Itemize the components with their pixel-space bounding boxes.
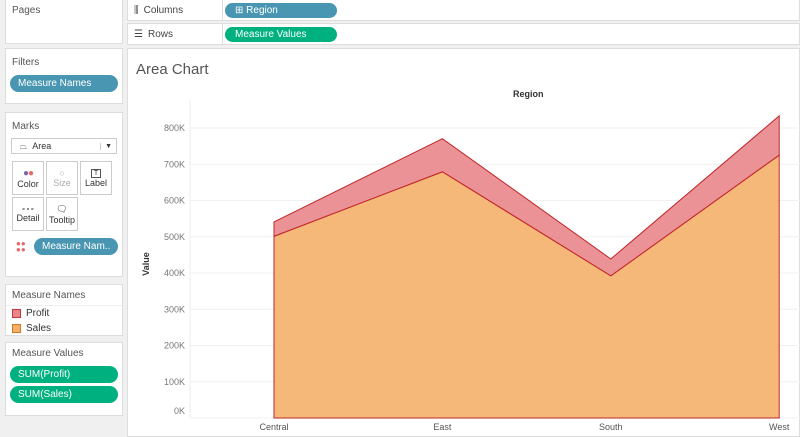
pages-title: Pages xyxy=(12,5,41,16)
label-icon: T xyxy=(90,168,102,178)
color-pill-measure-names[interactable]: Measure Nam.. xyxy=(34,238,118,255)
marks-card: Marks ⏢ Area ▼ ●● Color ○ Size T Label ∘∘∘ Det… xyxy=(5,112,123,277)
label-button[interactable]: T Label xyxy=(80,161,112,195)
chart-title: Area Chart xyxy=(136,61,209,78)
legend-item-profit[interactable]: Profit xyxy=(6,306,122,321)
y-axis-title: Value xyxy=(140,252,151,276)
pill-sum-profit[interactable]: SUM(Profit) xyxy=(10,366,118,383)
size-icon: ○ xyxy=(59,168,65,178)
rows-shelf[interactable]: ☰ Rows Measure Values xyxy=(127,23,800,45)
marks-title: Marks xyxy=(12,121,40,132)
filters-card: Filters Measure Names xyxy=(5,48,123,104)
columns-icon: ⫼ xyxy=(134,4,139,16)
pages-card: Pages xyxy=(5,0,123,44)
legend-item-sales[interactable]: Sales xyxy=(6,321,122,336)
mark-type-value: Area xyxy=(32,141,52,151)
detail-icon: ∘∘∘ xyxy=(21,206,35,213)
measure-values-title: Measure Values xyxy=(12,348,84,359)
legend-title: Measure Names xyxy=(6,285,122,306)
measure-values-card: Measure Values SUM(Profit) SUM(Sales) xyxy=(5,342,123,416)
color-icon: ●● ●● xyxy=(16,238,26,254)
chart-area: Area Chart Region Value xyxy=(127,48,800,437)
pill-sum-sales[interactable]: SUM(Sales) xyxy=(10,386,118,403)
tooltip-icon: 🗨 xyxy=(56,203,68,214)
chevron-down-icon: ▼ xyxy=(100,142,116,150)
area-icon: ⏢ xyxy=(20,140,28,151)
tooltip-button[interactable]: 🗨 Tooltip xyxy=(46,197,78,231)
size-button[interactable]: ○ Size xyxy=(46,161,78,195)
sales-swatch xyxy=(12,324,21,333)
color-icon: ●● xyxy=(22,167,34,179)
rows-icon: ☰ xyxy=(134,28,143,40)
filters-title: Filters xyxy=(12,57,40,68)
detail-button[interactable]: ∘∘∘ Detail xyxy=(12,197,44,231)
column-header: Region xyxy=(513,89,544,99)
columns-pill-region[interactable]: ⊞ Region xyxy=(225,2,337,18)
filter-pill-measure-names[interactable]: Measure Names xyxy=(10,75,118,92)
columns-shelf[interactable]: ⫼ Columns ⊞ Region xyxy=(127,0,800,21)
mark-type-dropdown[interactable]: ⏢ Area ▼ xyxy=(11,138,117,154)
legend-card: Measure Names Profit Sales xyxy=(5,284,123,336)
rows-pill-measure-values[interactable]: Measure Values xyxy=(225,26,337,42)
color-button[interactable]: ●● Color xyxy=(12,161,44,195)
profit-swatch xyxy=(12,309,21,318)
